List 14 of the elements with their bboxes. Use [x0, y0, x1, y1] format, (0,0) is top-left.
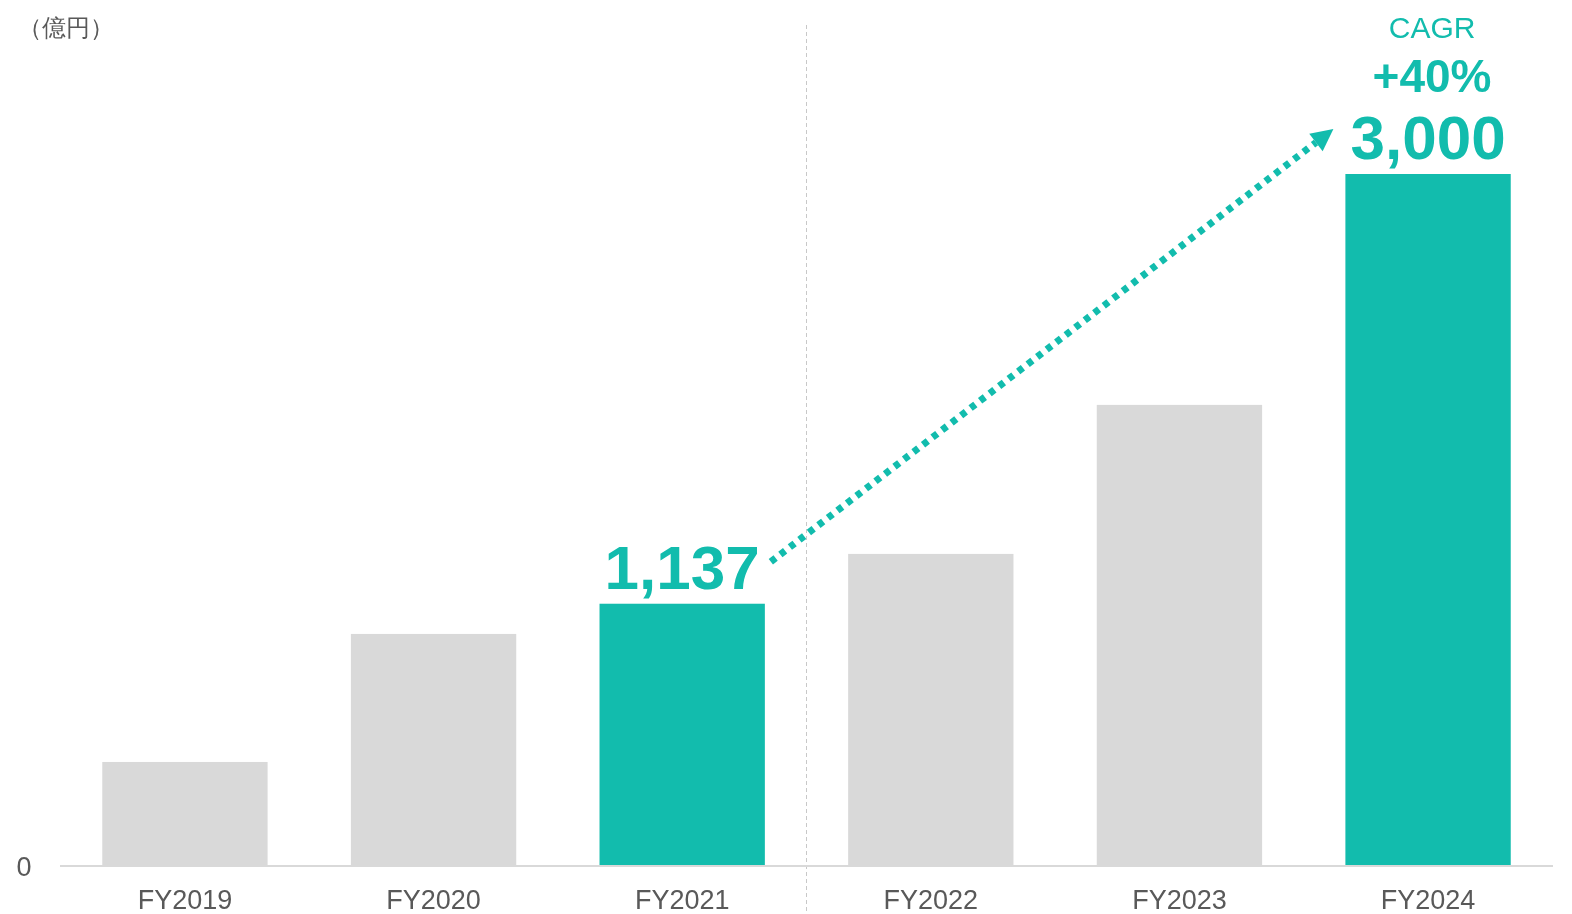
data-label: 1,137	[604, 532, 760, 602]
x-tick-label: FY2022	[883, 885, 979, 914]
x-tick-label: FY2021	[634, 885, 730, 914]
text: CAGR	[1388, 11, 1476, 44]
bar	[599, 603, 765, 866]
bar	[1345, 174, 1511, 866]
data-label: 3,000	[1350, 103, 1506, 172]
text: +40%	[1372, 50, 1492, 102]
x-tick-label: FY2023	[1132, 885, 1227, 914]
x-tick-label: FY2024	[1380, 885, 1476, 914]
x-tick-label: FY2020	[386, 885, 481, 914]
x-tick-label: FY2019	[137, 885, 233, 914]
text: （億円）	[18, 14, 114, 41]
text: 0	[16, 852, 32, 882]
